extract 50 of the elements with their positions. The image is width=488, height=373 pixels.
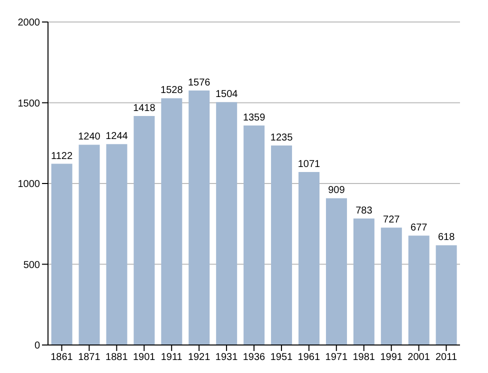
x-tick-label: 1861 <box>50 352 74 364</box>
bar <box>216 102 238 345</box>
data-label: 1528 <box>160 85 184 96</box>
bar <box>436 245 457 345</box>
data-label: 909 <box>328 185 346 196</box>
x-tick-label: 1901 <box>133 352 156 364</box>
y-tick-label: 1000 <box>18 179 40 190</box>
x-tick-label: 1871 <box>78 352 101 364</box>
data-label: 783 <box>356 206 373 217</box>
bar <box>78 144 100 345</box>
x-tick-label: 1991 <box>380 352 403 364</box>
data-label: 1576 <box>188 77 211 88</box>
bar <box>408 236 430 345</box>
bar <box>271 146 292 345</box>
x-tick-label: 1951 <box>270 352 294 364</box>
x-tick-label: 1881 <box>106 352 128 364</box>
data-label: 1235 <box>270 132 294 144</box>
data-label: 618 <box>438 232 456 244</box>
y-tick-label: 1500 <box>18 98 40 110</box>
x-tick-label: 2011 <box>436 352 458 364</box>
bar <box>380 228 402 345</box>
data-label: 1122 <box>51 150 73 162</box>
x-tick-label: 1961 <box>298 352 320 364</box>
x-tick-label: 1936 <box>242 352 266 364</box>
data-label: 1071 <box>298 159 321 170</box>
x-tick-label: 1911 <box>160 352 183 364</box>
y-tick-label: 2000 <box>18 18 40 29</box>
bar <box>244 126 265 345</box>
y-tick-label: 500 <box>23 260 40 271</box>
data-label: 1359 <box>242 112 266 124</box>
bar <box>51 164 72 345</box>
bar <box>353 218 374 345</box>
bar <box>326 198 347 345</box>
y-tick-label: 0 <box>34 340 40 352</box>
data-label: 1240 <box>78 132 101 143</box>
bar <box>106 144 128 345</box>
data-label: 1244 <box>106 131 128 142</box>
data-label: 1418 <box>133 102 156 114</box>
data-label: 727 <box>383 214 400 226</box>
x-tick-label: 2001 <box>408 352 430 364</box>
x-tick-label: 1971 <box>325 352 348 364</box>
x-tick-label: 1981 <box>352 352 376 364</box>
bar <box>161 98 182 345</box>
bar <box>298 172 320 345</box>
bar <box>134 116 155 345</box>
x-tick-label: 1931 <box>215 352 238 364</box>
data-label: 677 <box>410 222 428 234</box>
bar <box>188 90 210 345</box>
x-tick-label: 1921 <box>188 352 211 364</box>
data-label: 1504 <box>215 89 238 100</box>
